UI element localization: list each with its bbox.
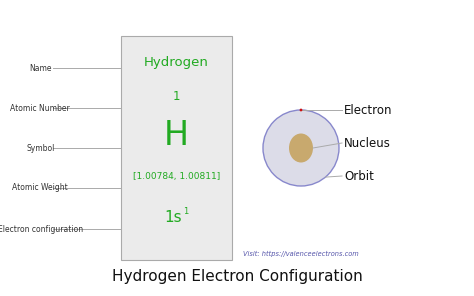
Text: Nucleus: Nucleus [344, 136, 391, 149]
Text: Name: Name [29, 64, 52, 73]
Text: 1: 1 [173, 90, 180, 103]
FancyBboxPatch shape [121, 36, 232, 260]
Circle shape [263, 110, 339, 186]
Text: Atomic Weight: Atomic Weight [12, 184, 68, 192]
Text: Visit: https://valenceelectrons.com: Visit: https://valenceelectrons.com [243, 251, 359, 258]
Text: Symbol: Symbol [26, 144, 55, 152]
Text: Orbit: Orbit [344, 170, 374, 183]
Text: H: H [164, 119, 189, 152]
Text: Hydrogen: Hydrogen [144, 56, 209, 69]
Circle shape [300, 109, 302, 111]
Text: Atomic Number: Atomic Number [10, 104, 70, 112]
Text: Electron configuration: Electron configuration [0, 225, 83, 234]
Text: Hydrogen Electron Configuration: Hydrogen Electron Configuration [111, 269, 363, 284]
Ellipse shape [289, 133, 313, 163]
Text: [1.00784, 1.00811]: [1.00784, 1.00811] [133, 172, 220, 181]
Text: Electron: Electron [344, 104, 392, 117]
Text: 1: 1 [183, 207, 189, 216]
Text: 1s: 1s [165, 210, 182, 225]
